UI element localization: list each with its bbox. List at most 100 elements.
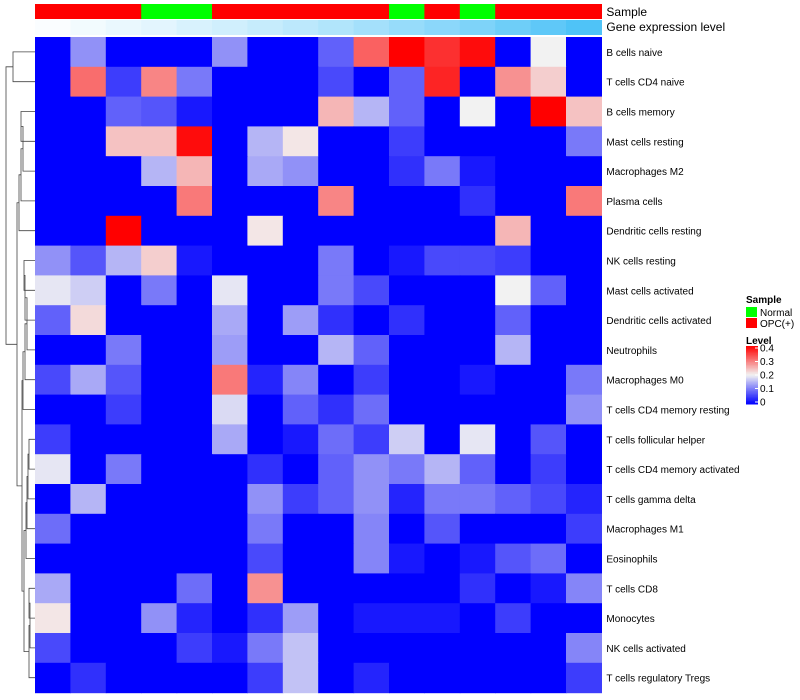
heatmap-cell [282,573,319,604]
heatmap-cell [459,335,496,366]
heatmap-cell [353,126,390,157]
heatmap-cell [495,573,532,604]
heatmap-cell [141,484,178,515]
row-label: T cells CD4 memory activated [606,465,739,476]
heatmap-cell [141,424,178,455]
legend-level-gradient-step [746,395,758,398]
heatmap-cell [176,394,213,425]
heatmap-cell [247,305,284,336]
legend-level-tick-label: 0.4 [760,344,774,355]
heatmap-cell [35,96,71,127]
heatmap-cell [566,126,602,157]
heatmap-cell [459,364,496,396]
sample-annotation-cell [176,4,213,19]
heatmap-cell [176,305,213,336]
row-label: T cells follicular helper [606,435,705,446]
heatmap-cell [318,662,355,694]
row-label: Plasma cells [606,197,662,208]
heatmap-cell [566,66,602,98]
heatmap-cell [70,424,107,455]
heatmap-cell [176,543,213,574]
heatmap-cell [247,156,284,187]
heatmap-cell [141,633,178,664]
heatmap-cell [353,37,390,68]
heatmap-cell [105,156,142,187]
sample-annotation-cell [389,4,425,19]
sample-annotation-cell [105,4,142,19]
legend-level-gradient-step [746,369,758,372]
heatmap-cell [70,513,107,545]
heatmap-cell [318,96,355,127]
heatmap-cell [141,37,178,68]
heatmap-cell [424,275,461,306]
heatmap-cell [495,215,532,247]
legend-level-tick-label: 0.3 [760,357,774,368]
dendrogram-branch [5,66,17,345]
heatmap-cell [105,245,142,276]
heatmap-cell [459,454,496,485]
heatmap-cell [389,275,425,306]
heatmap-cell [459,513,496,545]
dendrogram-branch [23,530,29,653]
heatmap-cell [105,543,142,574]
heatmap-cell [105,662,142,694]
heatmap-cell [35,364,71,396]
heatmap-cell [247,513,284,545]
heatmap-cell [318,245,355,276]
heatmap-cell [176,66,213,98]
heatmap-cell [424,37,461,68]
heatmap-cell [530,603,567,634]
heatmap-cell [318,424,355,455]
heatmap-cell [353,275,390,306]
legend-sample-swatch [746,307,757,317]
heatmap-cell [70,275,107,306]
heatmap-cell [495,245,532,276]
heatmap-cell [566,275,602,306]
heatmap-cell [530,126,567,157]
heatmap-cell [353,245,390,276]
heatmap-cell [105,394,142,425]
legend-level-gradient-step [746,360,758,363]
legend-level-gradient-step [746,372,758,375]
heatmap-cell [141,335,178,366]
heatmap-cell [141,126,178,157]
row-label: T cells CD4 memory resting [606,406,729,417]
heatmap-cell [566,573,602,604]
heatmap-cell [141,543,178,574]
heatmap-cell [459,37,496,68]
heatmap-cell [318,215,355,247]
legend-level-gradient-step [746,375,758,377]
heatmap-cell [212,513,248,545]
heatmap-cell [566,633,602,664]
legend-level-gradient-step [746,379,758,382]
heatmap-cell [212,305,248,336]
heatmap-cell [424,513,461,545]
heatmap-cell [566,662,602,694]
heatmap-cell [389,156,425,187]
heatmap-cell [530,454,567,485]
heatmap-cell [70,66,107,98]
heatmap-cell [389,543,425,574]
heatmap-cell [282,662,319,694]
heatmap-cell [247,126,284,157]
heatmap-cell [495,394,532,425]
heatmap-cell [495,37,532,68]
heatmap-cell [318,603,355,634]
heatmap-cell [424,603,461,634]
heatmap-cell [530,424,567,455]
heatmap-cell [353,633,390,664]
heatmap-cell [459,186,496,217]
expression-annotation-cell [566,20,602,35]
heatmap-cell [282,394,319,425]
sample-annotation-cell [353,4,390,19]
heatmap-cell [176,662,213,694]
legend-level-gradient-step [746,388,758,390]
heatmap-cell [530,633,567,664]
heatmap-cell [282,186,319,217]
heatmap-cell [176,454,213,485]
row-label: T cells gamma delta [606,495,696,506]
heatmap-cell [353,335,390,366]
annotation-label-expression: Gene expression level [606,20,725,34]
heatmap-cell [176,424,213,455]
heatmap-cell [389,603,425,634]
